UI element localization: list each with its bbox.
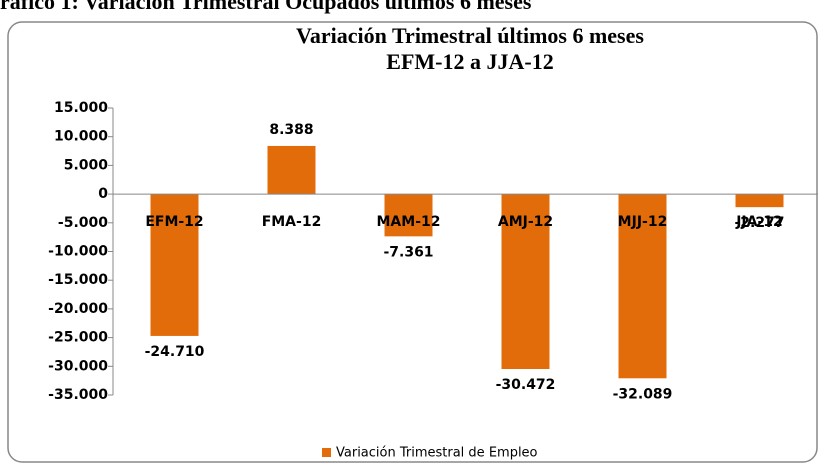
data-label: -2.277 bbox=[734, 215, 784, 231]
x-tick-label: MJJ-12 bbox=[618, 214, 668, 230]
y-tick-label: 15.000 bbox=[54, 100, 108, 116]
x-tick-label: MAM-12 bbox=[377, 214, 441, 230]
y-tick-label: 5.000 bbox=[64, 157, 109, 173]
y-tick-label: 10.000 bbox=[54, 129, 108, 145]
bar bbox=[384, 194, 433, 237]
y-tick-label: -35.000 bbox=[48, 387, 108, 403]
chart-subtitle: EFM-12 a JJA-12 bbox=[386, 49, 553, 74]
caption: ráfico 1: Variación Trimestral Ocupados … bbox=[0, 0, 532, 14]
x-tick-label: AMJ-12 bbox=[498, 214, 553, 230]
data-label: -32.089 bbox=[613, 386, 673, 402]
y-tick-label: -20.000 bbox=[48, 301, 108, 317]
legend-label: Variación Trimestral de Empleo bbox=[336, 446, 538, 461]
data-label: -30.472 bbox=[496, 377, 556, 393]
bar bbox=[501, 194, 550, 370]
y-tick-label: -30.000 bbox=[48, 358, 108, 374]
bar bbox=[618, 194, 667, 379]
chart-title: Variación Trimestral últimos 6 meses bbox=[296, 23, 644, 48]
data-label: -24.710 bbox=[145, 344, 205, 360]
x-tick-label: JJA-12 bbox=[735, 214, 783, 230]
data-label: 8.388 bbox=[269, 122, 313, 138]
y-tick-label: -10.000 bbox=[48, 244, 108, 260]
data-label: -7.361 bbox=[383, 244, 433, 260]
y-tick-label: -25.000 bbox=[48, 330, 108, 346]
x-tick-label: FMA-12 bbox=[262, 214, 322, 230]
bar bbox=[735, 194, 784, 208]
y-tick-label: -15.000 bbox=[48, 272, 108, 288]
x-tick-label: EFM-12 bbox=[145, 214, 203, 230]
legend-swatch bbox=[322, 448, 331, 457]
bar bbox=[150, 194, 199, 336]
y-tick-label: 0 bbox=[98, 186, 108, 202]
y-tick-label: -5.000 bbox=[58, 215, 108, 231]
bar bbox=[267, 145, 316, 195]
chart-border bbox=[7, 21, 818, 463]
